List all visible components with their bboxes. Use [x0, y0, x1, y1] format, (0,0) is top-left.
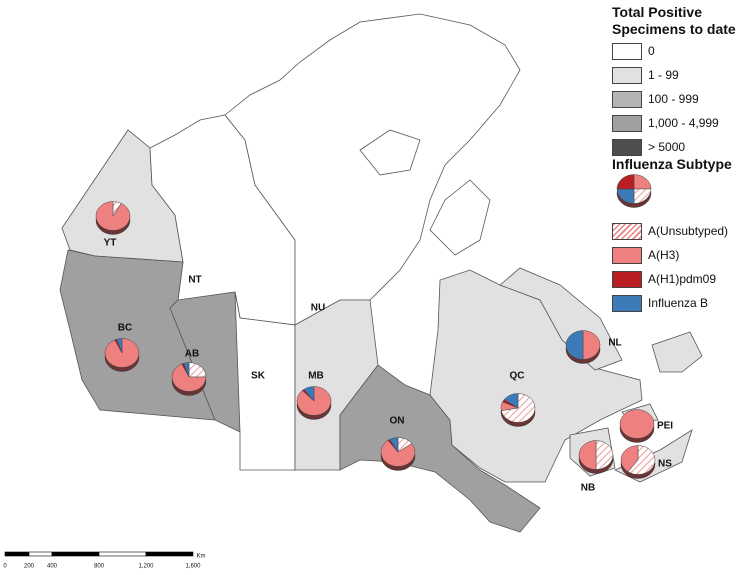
province-label: ON [390, 416, 405, 427]
scale-unit: Km [197, 554, 206, 560]
scale-segment [98, 551, 147, 557]
legend-swatch [612, 138, 642, 156]
legend-subtype-title: Influenza Subtype [612, 156, 732, 172]
province-label: BC [118, 323, 132, 334]
legend-pie-slice [633, 174, 652, 190]
pie-slice [171, 363, 207, 392]
legend-class: 0 [612, 42, 655, 60]
scale-label: 0 [3, 564, 7, 570]
legend-label: 1 - 99 [648, 68, 679, 82]
scale-label: 1,200 [138, 564, 154, 570]
legend-label: Influenza B [648, 296, 709, 310]
pie-slice [183, 362, 190, 378]
province-label: YT [104, 238, 117, 249]
province-label: PEI [657, 421, 673, 432]
legend-subtype: A(H1)pdm09 [612, 270, 716, 288]
legend-label: 0 [648, 44, 655, 58]
pie-slice [595, 440, 614, 470]
pie-slice [380, 439, 416, 467]
scale-segment [51, 551, 100, 557]
scale-label: 800 [94, 564, 105, 570]
legend-pie-slice [616, 188, 635, 204]
province-label: QC [510, 371, 525, 382]
pie-slice [582, 330, 601, 360]
legend-label: > 5000 [648, 140, 686, 154]
legend-subtype: A(Unsubtyped) [612, 222, 728, 240]
pie-slice [619, 409, 655, 439]
legend-label: A(H1)pdm09 [648, 272, 717, 286]
legend-pie-slice [633, 188, 652, 204]
scale-label: 400 [47, 564, 58, 570]
scale-label: 200 [24, 564, 35, 570]
pie-slice [389, 437, 399, 453]
pie-slice [578, 440, 597, 470]
legend-label: 1,000 - 4,999 [648, 116, 719, 130]
province [429, 179, 491, 256]
scale-label: 1,600 [185, 564, 201, 570]
legend-label: A(H3) [648, 248, 680, 262]
legend-swatch [612, 222, 642, 240]
legend-swatch [612, 66, 642, 84]
legend-label: 100 - 999 [648, 92, 699, 106]
legend-swatch [612, 270, 642, 288]
legend-swatch [612, 90, 642, 108]
pie-slice [95, 201, 131, 231]
province-label: NT [188, 275, 201, 286]
province-label: NU [311, 303, 325, 314]
legend-subtype: Influenza B [612, 294, 708, 312]
legend-class: 100 - 999 [612, 90, 699, 108]
province-label: NL [608, 338, 621, 349]
legend-class: 1 - 99 [612, 66, 679, 84]
province-label: NB [581, 483, 595, 494]
province [224, 13, 521, 326]
legend-swatch [612, 114, 642, 132]
legend-swatch [612, 42, 642, 60]
province [359, 129, 421, 176]
province [651, 331, 703, 373]
pie-slice [627, 445, 656, 475]
province-label: SK [251, 371, 266, 382]
province-label: NS [658, 459, 672, 470]
pie-slice [503, 393, 519, 409]
legend-swatch [612, 294, 642, 312]
legend-class: 1,000 - 4,999 [612, 114, 719, 132]
legend-title: Total Positive Specimens to date [612, 4, 736, 37]
legend-subtype: A(H3) [612, 246, 679, 264]
legend-class: > 5000 [612, 138, 685, 156]
scale-segment [4, 551, 30, 557]
legend-swatch [612, 246, 642, 264]
pie-slice [565, 330, 584, 360]
province-label: MB [308, 371, 324, 382]
legend-pie-slice [616, 174, 635, 190]
scale-segment [28, 551, 53, 557]
pie-slice [303, 386, 315, 402]
scale-segment [145, 551, 194, 557]
legend-label: A(Unsubtyped) [648, 224, 729, 238]
pie-slice [116, 338, 123, 354]
province-label: AB [185, 349, 199, 360]
province [429, 269, 643, 483]
pie-slice [620, 445, 639, 473]
